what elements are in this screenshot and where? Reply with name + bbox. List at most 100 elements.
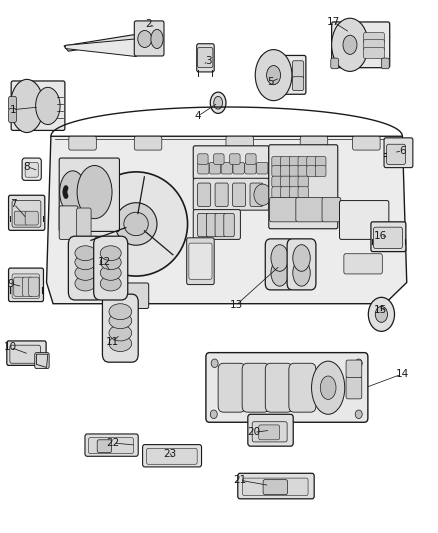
FancyBboxPatch shape bbox=[331, 58, 339, 69]
FancyBboxPatch shape bbox=[206, 213, 217, 237]
Text: 12: 12 bbox=[98, 257, 111, 267]
FancyBboxPatch shape bbox=[85, 434, 138, 456]
FancyBboxPatch shape bbox=[215, 183, 228, 206]
Ellipse shape bbox=[100, 255, 121, 270]
Ellipse shape bbox=[100, 265, 121, 280]
FancyBboxPatch shape bbox=[59, 158, 120, 231]
Ellipse shape bbox=[35, 87, 60, 125]
FancyBboxPatch shape bbox=[209, 163, 221, 174]
Text: 2: 2 bbox=[145, 19, 152, 29]
Ellipse shape bbox=[115, 203, 157, 245]
Text: 8: 8 bbox=[24, 161, 30, 172]
FancyBboxPatch shape bbox=[272, 176, 283, 187]
FancyBboxPatch shape bbox=[193, 146, 269, 179]
FancyBboxPatch shape bbox=[298, 176, 308, 187]
FancyBboxPatch shape bbox=[193, 209, 240, 239]
Ellipse shape bbox=[60, 171, 86, 213]
FancyBboxPatch shape bbox=[198, 183, 211, 206]
FancyBboxPatch shape bbox=[344, 254, 382, 274]
FancyBboxPatch shape bbox=[300, 136, 328, 150]
FancyBboxPatch shape bbox=[238, 473, 314, 499]
Polygon shape bbox=[36, 354, 48, 368]
FancyBboxPatch shape bbox=[94, 236, 128, 300]
FancyBboxPatch shape bbox=[374, 227, 403, 248]
FancyBboxPatch shape bbox=[14, 277, 24, 296]
Ellipse shape bbox=[311, 361, 345, 414]
FancyBboxPatch shape bbox=[272, 165, 283, 176]
FancyBboxPatch shape bbox=[9, 268, 43, 302]
FancyBboxPatch shape bbox=[332, 22, 390, 68]
Polygon shape bbox=[46, 136, 407, 304]
FancyBboxPatch shape bbox=[77, 208, 91, 238]
FancyBboxPatch shape bbox=[272, 157, 283, 167]
Ellipse shape bbox=[75, 246, 96, 261]
Text: 20: 20 bbox=[247, 427, 261, 438]
Text: 10: 10 bbox=[4, 342, 17, 352]
FancyBboxPatch shape bbox=[246, 154, 256, 165]
FancyBboxPatch shape bbox=[387, 144, 406, 165]
FancyBboxPatch shape bbox=[250, 183, 263, 206]
Text: 6: 6 bbox=[399, 146, 406, 156]
Ellipse shape bbox=[77, 165, 112, 219]
FancyBboxPatch shape bbox=[371, 222, 406, 252]
Ellipse shape bbox=[138, 30, 152, 47]
FancyBboxPatch shape bbox=[364, 39, 385, 51]
FancyBboxPatch shape bbox=[22, 158, 41, 180]
Ellipse shape bbox=[85, 172, 187, 276]
FancyBboxPatch shape bbox=[315, 157, 326, 167]
FancyBboxPatch shape bbox=[9, 195, 45, 230]
FancyBboxPatch shape bbox=[289, 364, 316, 412]
FancyBboxPatch shape bbox=[257, 163, 268, 174]
FancyBboxPatch shape bbox=[9, 96, 16, 110]
FancyBboxPatch shape bbox=[214, 154, 224, 165]
FancyBboxPatch shape bbox=[269, 145, 338, 229]
FancyBboxPatch shape bbox=[12, 274, 39, 298]
Text: 11: 11 bbox=[106, 337, 119, 347]
Ellipse shape bbox=[124, 212, 148, 236]
Ellipse shape bbox=[100, 246, 121, 261]
Ellipse shape bbox=[11, 79, 43, 133]
Text: 16: 16 bbox=[374, 231, 387, 241]
FancyBboxPatch shape bbox=[287, 239, 316, 290]
FancyBboxPatch shape bbox=[197, 44, 214, 72]
Ellipse shape bbox=[332, 18, 368, 71]
Text: 14: 14 bbox=[396, 369, 409, 379]
FancyBboxPatch shape bbox=[198, 47, 213, 68]
FancyBboxPatch shape bbox=[281, 176, 291, 187]
Ellipse shape bbox=[210, 92, 226, 114]
FancyBboxPatch shape bbox=[322, 197, 341, 222]
FancyBboxPatch shape bbox=[28, 277, 39, 296]
Text: 21: 21 bbox=[233, 475, 247, 485]
Ellipse shape bbox=[254, 184, 272, 205]
FancyBboxPatch shape bbox=[243, 478, 308, 496]
Ellipse shape bbox=[63, 188, 67, 192]
FancyBboxPatch shape bbox=[230, 154, 240, 165]
FancyBboxPatch shape bbox=[35, 353, 49, 368]
FancyBboxPatch shape bbox=[12, 200, 41, 227]
FancyBboxPatch shape bbox=[242, 364, 269, 412]
Text: 1: 1 bbox=[10, 104, 16, 115]
FancyBboxPatch shape bbox=[384, 138, 413, 167]
FancyBboxPatch shape bbox=[248, 414, 293, 446]
Ellipse shape bbox=[293, 260, 310, 286]
Ellipse shape bbox=[64, 185, 68, 191]
Ellipse shape bbox=[75, 276, 96, 291]
Polygon shape bbox=[65, 38, 149, 56]
FancyBboxPatch shape bbox=[296, 197, 323, 222]
FancyBboxPatch shape bbox=[88, 438, 134, 454]
FancyBboxPatch shape bbox=[270, 197, 297, 222]
FancyBboxPatch shape bbox=[339, 200, 389, 239]
FancyBboxPatch shape bbox=[147, 448, 197, 464]
FancyBboxPatch shape bbox=[245, 163, 256, 174]
FancyBboxPatch shape bbox=[187, 238, 214, 285]
FancyBboxPatch shape bbox=[289, 157, 300, 167]
Ellipse shape bbox=[368, 297, 395, 332]
Text: 17: 17 bbox=[327, 17, 340, 27]
FancyBboxPatch shape bbox=[307, 165, 317, 176]
FancyBboxPatch shape bbox=[272, 187, 283, 198]
Ellipse shape bbox=[63, 191, 67, 197]
FancyBboxPatch shape bbox=[9, 109, 16, 123]
Ellipse shape bbox=[355, 359, 362, 368]
FancyBboxPatch shape bbox=[124, 283, 149, 309]
Polygon shape bbox=[64, 26, 161, 51]
